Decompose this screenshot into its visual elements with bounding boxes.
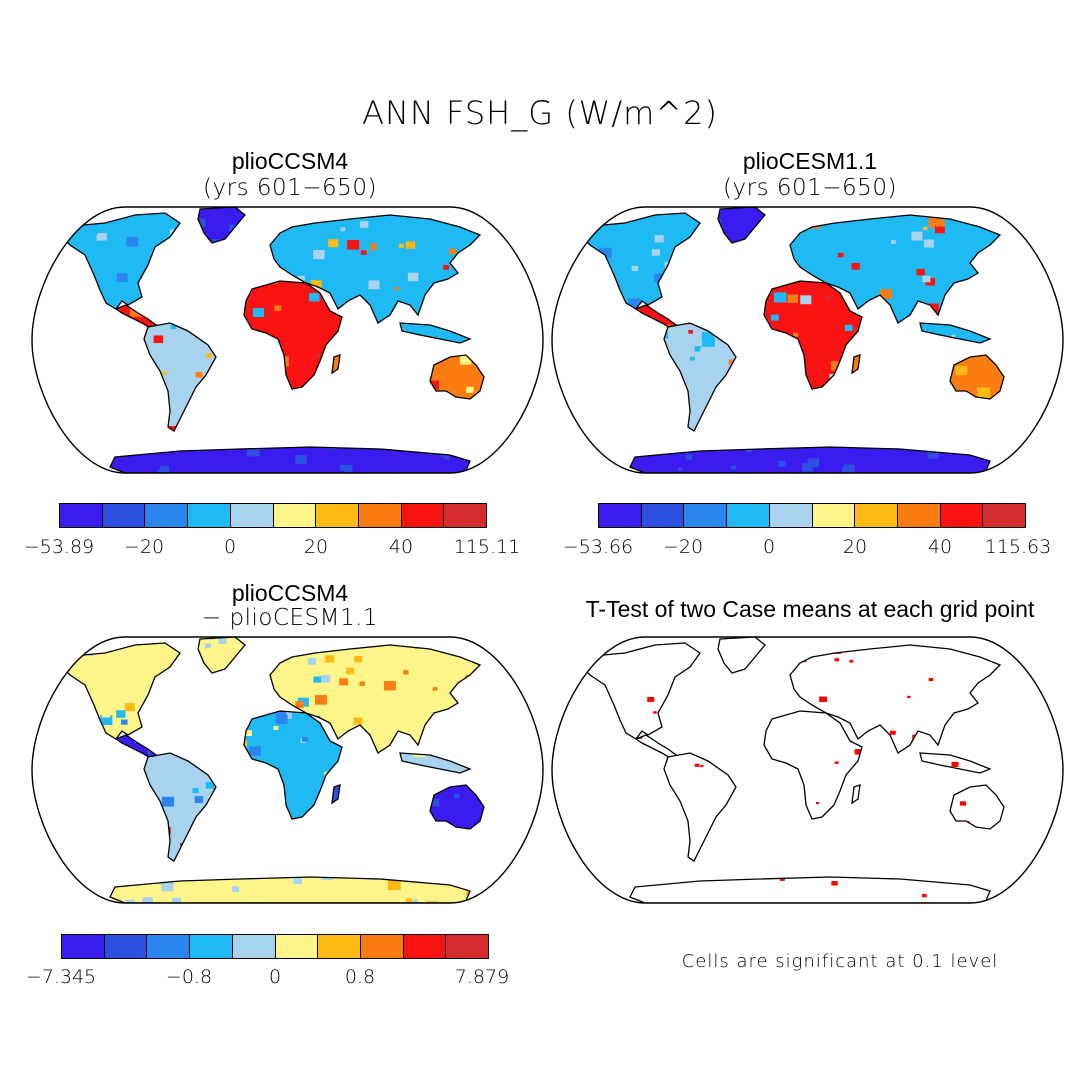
colorbar-box [769,504,813,527]
colorbar-box [147,935,191,958]
colorbar-box [102,504,146,527]
colorbar-box [983,504,1026,527]
colorbar-box [444,504,487,527]
colorbar-3 [61,934,489,959]
colorbar-2-tick: 40 [927,536,953,558]
panel-title-1: plioCCSM4 [231,148,349,174]
colorbar-box [145,504,189,527]
colorbar-box [727,504,770,527]
colorbar-box [275,935,319,958]
map-panel-1 [31,206,544,474]
significance-note: Cells are significant at 0.1 level [681,951,999,972]
colorbar-box [897,504,941,527]
panel-title-3: plioCCSM4 [231,580,349,606]
colorbar-2-max: 115.63 [984,536,1052,558]
colorbar-box [360,935,404,958]
colorbar-box [855,504,898,527]
colorbar-1-min: −53.89 [23,536,95,558]
colorbar-1 [59,503,487,528]
colorbar-box [641,504,685,527]
colorbar-box [318,935,361,958]
map-panel-3 [31,636,544,904]
colorbar-2 [598,503,1026,528]
colorbar-box [190,935,233,958]
colorbar-box [940,504,984,527]
colorbar-3-tick: 0 [268,966,282,988]
colorbar-box [812,504,856,527]
colorbar-box [684,504,728,527]
colorbar-1-max: 115.11 [453,536,521,558]
colorbar-box [62,935,105,958]
colorbar-2-tick: −20 [662,536,704,558]
colorbar-box [104,935,148,958]
panel-subtitle-1: (yrs 601−650) [203,175,377,201]
colorbar-box [358,504,402,527]
map-panel-2 [551,206,1064,474]
colorbar-boxes [59,503,487,528]
colorbar-box [403,935,447,958]
colorbar-box [599,504,642,527]
colorbar-box [316,504,359,527]
colorbar-box [273,504,317,527]
colorbar-box [232,935,276,958]
colorbar-2-tick: 20 [842,536,868,558]
panel-subtitle-2: (yrs 601−650) [723,175,897,201]
panel-title-2: plioCESM1.1 [742,148,878,174]
panel-subtitle-3: − plioCESM1.1 [201,605,379,631]
figure-title: ANN FSH_G (W/m^2) [362,94,718,132]
colorbar-boxes [61,934,489,959]
colorbar-3-tick: 0.8 [344,966,376,988]
colorbar-2-tick: 0 [762,536,776,558]
colorbar-1-tick: 20 [303,536,329,558]
colorbar-1-tick: −20 [123,536,165,558]
colorbar-box [188,504,231,527]
colorbar-1-tick: 0 [223,536,237,558]
colorbar-box [401,504,445,527]
colorbar-1-tick: 40 [388,536,414,558]
colorbar-box [230,504,274,527]
colorbar-2-min: −53.66 [562,536,634,558]
colorbar-box [60,504,103,527]
colorbar-3-tick: −0.8 [165,966,213,988]
colorbar-3-min: −7.345 [25,966,97,988]
colorbar-boxes [598,503,1026,528]
panel-title-4: T-Test of two Case means at each grid po… [585,596,1035,622]
colorbar-box [446,935,489,958]
colorbar-3-max: 7.879 [454,966,510,988]
map-panel-4 [551,636,1064,904]
